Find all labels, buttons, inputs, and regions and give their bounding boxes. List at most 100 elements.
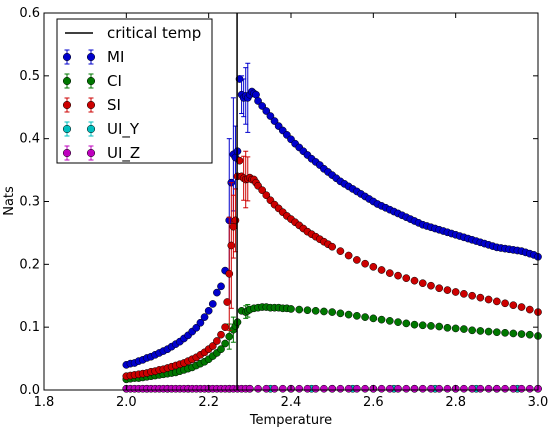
y-tick-label: 0.0	[19, 383, 40, 398]
data-point	[418, 321, 427, 330]
data-point	[484, 327, 493, 336]
data-point	[402, 319, 411, 328]
data-point	[410, 384, 419, 393]
data-point	[344, 251, 353, 260]
data-point	[303, 384, 312, 393]
data-point	[231, 216, 240, 225]
data-point	[385, 384, 394, 393]
data-point	[476, 384, 485, 393]
data-point	[385, 317, 394, 325]
y-tick-label: 0.1	[19, 320, 40, 335]
data-point	[328, 308, 337, 316]
data-point	[353, 384, 361, 393]
data-point	[221, 339, 229, 348]
data-point	[217, 282, 225, 291]
data-point	[525, 305, 534, 314]
data-point	[353, 312, 361, 320]
data-point	[361, 384, 369, 393]
data-point	[443, 323, 452, 332]
legend-marker	[62, 124, 72, 134]
data-point	[410, 276, 419, 285]
legend-marker	[62, 76, 72, 86]
data-point	[517, 303, 526, 311]
data-point	[451, 288, 460, 296]
data-point	[287, 305, 295, 313]
data-point	[501, 328, 509, 337]
data-point	[361, 259, 369, 268]
data-point	[320, 384, 328, 393]
data-point	[460, 290, 468, 298]
data-point	[258, 186, 267, 195]
data-point	[245, 384, 254, 393]
y-tick-label: 0.6	[19, 6, 40, 21]
x-tick-label: 2.0	[116, 395, 137, 410]
data-point	[204, 306, 213, 315]
data-point	[295, 384, 304, 393]
data-point	[377, 266, 386, 274]
legend-marker	[86, 76, 96, 86]
series-ui-z	[122, 384, 542, 393]
data-point	[213, 337, 221, 345]
data-point	[427, 384, 435, 393]
legend-marker	[62, 100, 72, 110]
data-point	[385, 269, 394, 277]
data-point	[517, 330, 526, 338]
series-si	[122, 150, 542, 381]
legend-label: MI	[107, 48, 124, 66]
data-point	[192, 323, 201, 332]
data-point	[402, 274, 411, 283]
legend-box	[56, 18, 213, 164]
data-point	[476, 327, 485, 335]
data-point	[468, 384, 476, 393]
data-point	[369, 314, 378, 323]
data-point	[501, 299, 509, 308]
data-point	[200, 313, 209, 321]
series-layer	[122, 62, 542, 393]
data-point	[217, 330, 225, 339]
data-point	[221, 323, 229, 332]
data-point	[509, 301, 518, 310]
data-point	[278, 384, 287, 393]
legend-label: UI_Y	[107, 120, 140, 139]
data-point	[427, 281, 435, 290]
data-point	[254, 97, 262, 105]
data-point	[353, 256, 361, 264]
legend-label: SI	[107, 96, 121, 114]
data-point	[295, 305, 304, 314]
data-point	[336, 309, 345, 318]
data-point	[418, 279, 427, 288]
data-point	[410, 320, 419, 329]
data-point	[492, 297, 501, 306]
data-point	[509, 384, 518, 393]
legend-marker	[86, 148, 96, 158]
data-point	[484, 295, 493, 304]
x-tick-label: 2.8	[445, 395, 466, 410]
y-tick-label: 0.4	[19, 132, 40, 147]
y-tick-label: 0.3	[19, 195, 40, 210]
legend-label: UI_Z	[107, 144, 140, 163]
data-point	[435, 384, 444, 393]
data-point	[328, 242, 337, 251]
data-point	[344, 310, 353, 319]
data-point	[336, 247, 345, 255]
data-point	[336, 384, 345, 393]
data-point	[270, 384, 279, 393]
data-point	[344, 384, 353, 393]
data-point	[394, 384, 402, 393]
data-point	[517, 384, 526, 393]
y-tick-label: 0.5	[19, 69, 40, 84]
x-axis-title: Temperature	[249, 413, 332, 428]
legend-marker	[62, 148, 72, 158]
data-point	[266, 112, 275, 120]
legend-marker	[86, 124, 96, 134]
data-point	[418, 384, 427, 393]
data-point	[328, 384, 337, 393]
data-point	[468, 326, 476, 335]
data-point	[484, 384, 493, 393]
legend-marker	[86, 100, 96, 110]
data-point	[361, 313, 369, 321]
data-point	[451, 324, 460, 333]
data-point	[320, 307, 328, 316]
data-point	[377, 315, 386, 324]
